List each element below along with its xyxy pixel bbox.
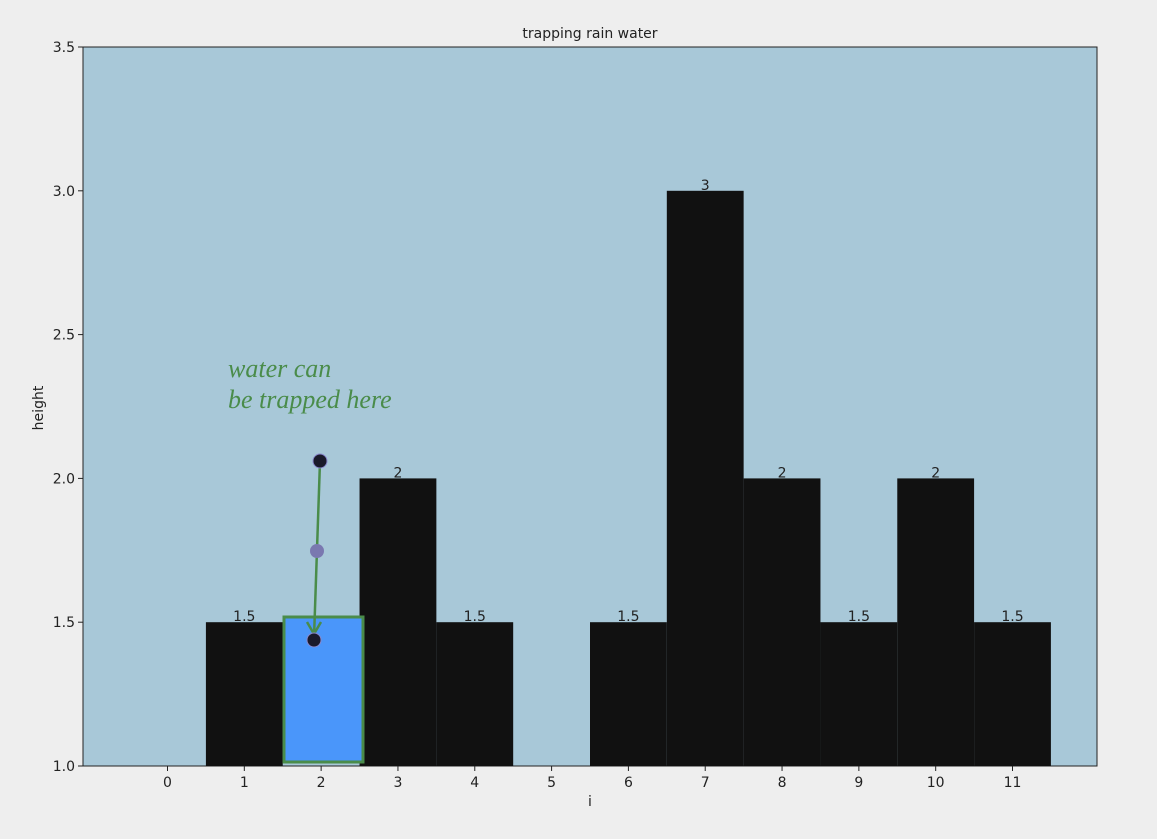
chart-title: trapping rain water: [522, 26, 657, 42]
bar: [897, 478, 975, 766]
x-tick-label: 8: [778, 775, 787, 791]
y-tick-label: 3.0: [53, 184, 75, 200]
bar: [743, 478, 821, 766]
bar: [205, 622, 283, 766]
value-label: 1.5: [1001, 609, 1023, 625]
x-tick-label: 3: [393, 775, 402, 791]
handle[interactable]: [310, 544, 324, 558]
value-label: 3: [701, 178, 710, 194]
y-tick-label: 1.5: [53, 615, 75, 631]
x-tick-label: 6: [624, 775, 633, 791]
x-tick-label: 10: [927, 775, 945, 791]
bar: [666, 190, 744, 767]
y-axis-label: height: [31, 385, 47, 430]
x-tick-label: 4: [470, 775, 479, 791]
y-tick-label: 3.5: [53, 40, 75, 56]
value-label: 2: [393, 465, 402, 481]
bar: [590, 622, 667, 766]
x-tick-label: 11: [1004, 775, 1022, 791]
value-label: 2: [778, 465, 787, 481]
y-tick-label: 2.0: [53, 471, 75, 487]
bar: [436, 622, 514, 766]
annotation: be trapped here: [228, 385, 392, 414]
value-label: 1.5: [233, 609, 255, 625]
bar: [820, 622, 898, 766]
value-label: 2: [931, 465, 940, 481]
x-tick-label: 1: [240, 775, 249, 791]
handle[interactable]: [306, 632, 322, 648]
x-axis-label: i: [588, 794, 592, 810]
water-highlight: [282, 615, 365, 764]
value-label: 1.5: [617, 609, 639, 625]
value-label: 1.5: [848, 609, 870, 625]
y-tick-label: 1.0: [53, 759, 75, 775]
value-label: 1.5: [464, 609, 486, 625]
annotation: water can: [228, 354, 331, 383]
handle[interactable]: [312, 453, 328, 469]
bar: [974, 622, 1051, 766]
bar: [359, 478, 437, 766]
x-tick-label: 2: [317, 775, 326, 791]
x-tick-label: 5: [547, 775, 556, 791]
x-tick-label: 9: [854, 775, 863, 791]
y-tick-label: 2.5: [53, 328, 75, 344]
x-tick-label: 7: [701, 775, 710, 791]
x-tick-label: 0: [163, 775, 172, 791]
